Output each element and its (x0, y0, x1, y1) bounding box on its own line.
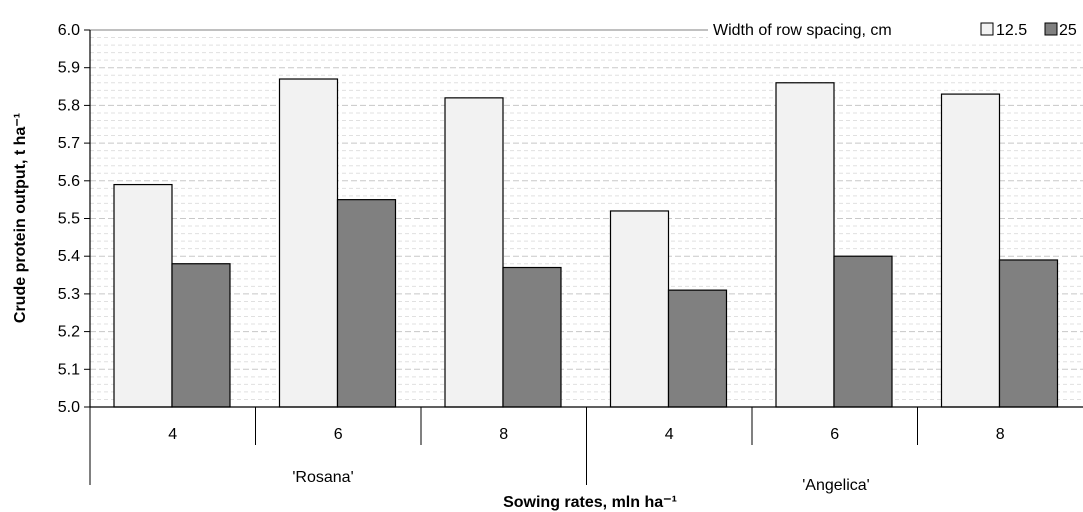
legend-label-12-5: 12.5 (996, 22, 1027, 39)
bar-12-5-6 (940, 93, 1001, 408)
x-category-label: 4 (168, 426, 177, 443)
y-tick-label: 5.9 (58, 60, 80, 77)
legend-title: Width of row spacing, cm (713, 22, 892, 39)
x-axis-categories: 4 6 8 4 6 8 (168, 426, 1005, 443)
y-tick-label: 5.7 (58, 135, 80, 152)
x-category-label: 6 (334, 426, 343, 443)
y-axis-ticks: 5.0 5.1 5.2 5.3 5.4 5.5 5.6 5.7 5.8 5.9 6.0 (58, 22, 90, 416)
x-axis-title: Sowing rates, mln ha⁻¹ (503, 494, 677, 511)
bar-25-2 (336, 199, 397, 408)
bar-25-1 (171, 263, 231, 408)
bar-12-5-5 (775, 82, 835, 408)
group-label-rosana: 'Rosana' (292, 469, 353, 486)
x-category-label: 8 (996, 426, 1005, 443)
bar-25-4 (667, 289, 728, 408)
bars (113, 78, 1059, 408)
legend: Width of row spacing, cm 12.5 25 (708, 17, 1083, 41)
y-tick-label: 5.1 (58, 361, 80, 378)
x-category-label: 8 (499, 426, 508, 443)
group-label-angelica: 'Angelica' (802, 477, 869, 494)
legend-swatch-12-5 (980, 22, 994, 36)
bar-12-5-4 (609, 210, 670, 408)
bar-25-6 (998, 259, 1059, 408)
y-tick-label: 5.0 (58, 399, 80, 416)
legend-swatch-25 (1044, 22, 1058, 36)
y-tick-label: 5.4 (58, 248, 80, 265)
y-tick-label: 6.0 (58, 22, 80, 39)
y-tick-label: 5.3 (58, 286, 80, 303)
bar-25-5 (833, 255, 893, 408)
bar-12-5-2 (278, 78, 339, 408)
bar-12-5-1 (113, 183, 173, 408)
y-tick-label: 5.6 (58, 173, 80, 190)
grid-lines (90, 29, 1083, 400)
y-tick-label: 5.8 (58, 97, 80, 114)
y-tick-label: 5.5 (58, 211, 80, 228)
y-axis-title: Crude protein output, t ha⁻¹ (12, 113, 29, 323)
legend-label-25: 25 (1059, 22, 1077, 39)
x-category-label: 6 (830, 426, 839, 443)
y-tick-label: 5.2 (58, 324, 80, 341)
x-category-label: 4 (665, 426, 674, 443)
bar-25-3 (502, 266, 562, 408)
axes (89, 30, 1083, 485)
bar-12-5-3 (444, 97, 504, 408)
legend-background (708, 17, 1083, 41)
